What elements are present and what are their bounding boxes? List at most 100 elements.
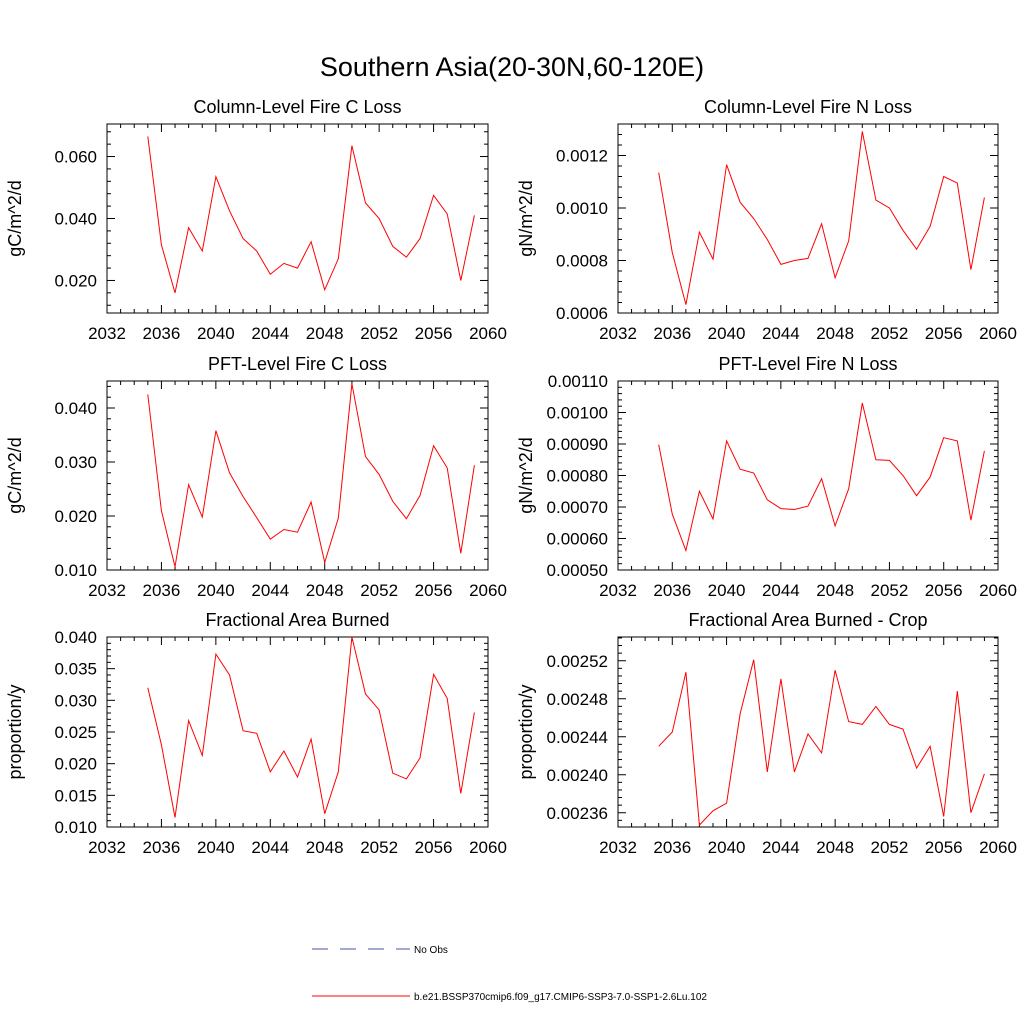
y-axis-label: gC/m^2/d bbox=[5, 180, 25, 256]
plot-frame bbox=[106, 123, 489, 314]
x-tick-label: 2048 bbox=[306, 324, 344, 343]
x-tick-label: 2052 bbox=[871, 838, 909, 857]
panel-pft-level-fire-c-loss: PFT-Level Fire C Loss gC/m^2/d 2032 2036 204… bbox=[5, 354, 507, 600]
x-tick-label: 2044 bbox=[762, 324, 800, 343]
panel-column-level-fire-n-loss: Column-Level Fire N Loss gN/m^2/d 2032 2036… bbox=[516, 97, 1017, 343]
y-tick-label: 0.00236 bbox=[547, 804, 608, 823]
plot-frame bbox=[617, 380, 999, 571]
x-tick-label: 2044 bbox=[251, 838, 289, 857]
series-line-model-run bbox=[147, 636, 475, 818]
x-tick-label: 2044 bbox=[251, 581, 289, 600]
x-tick-label: 2040 bbox=[708, 838, 746, 857]
panel-fractional-area-burned-crop: Fractional Area Burned - Crop proportion/… bbox=[516, 610, 1017, 857]
x-tick-label: 2032 bbox=[88, 324, 126, 343]
y-axis-label: gN/m^2/d bbox=[516, 180, 536, 256]
y-tick-label: 0.040 bbox=[54, 399, 97, 418]
x-tick-label: 2044 bbox=[251, 324, 289, 343]
y-tick-label: 0.00240 bbox=[547, 766, 608, 785]
y-tick-label: 0.030 bbox=[54, 691, 97, 710]
y-tick-label: 0.015 bbox=[54, 786, 97, 805]
x-tick-label: 2056 bbox=[925, 324, 963, 343]
y-tick-label: 0.0012 bbox=[556, 147, 608, 166]
legend-label-model-run: b.e21.BSSP370cmip6.f09_g17.CMIP6-SSP3-7.… bbox=[414, 992, 707, 1003]
y-tick-label: 0.020 bbox=[54, 755, 97, 774]
legend-item-model-run: b.e21.BSSP370cmip6.f09_g17.CMIP6-SSP3-7.… bbox=[312, 992, 707, 1003]
x-tick-label: 2040 bbox=[197, 324, 235, 343]
x-tick-label: 2056 bbox=[925, 581, 963, 600]
x-tick-label: 2056 bbox=[415, 324, 453, 343]
y-axis-label: gC/m^2/d bbox=[5, 437, 25, 513]
x-tick-label: 2036 bbox=[653, 581, 691, 600]
x-tick-label: 2040 bbox=[197, 838, 235, 857]
y-tick-label: 0.040 bbox=[54, 628, 97, 647]
y-axis-label: gN/m^2/d bbox=[516, 437, 536, 513]
y-tick-label: 0.0006 bbox=[556, 304, 608, 323]
y-tick-label: 0.00248 bbox=[547, 690, 608, 709]
x-tick-label: 2052 bbox=[871, 324, 909, 343]
series-line-model-run bbox=[658, 131, 985, 305]
y-tick-label: 0.00100 bbox=[547, 404, 608, 423]
x-tick-label: 2032 bbox=[599, 324, 637, 343]
y-tick-label: 0.060 bbox=[54, 148, 97, 167]
plot-frame bbox=[617, 123, 999, 314]
x-tick-label: 2060 bbox=[469, 838, 507, 857]
y-tick-label: 0.020 bbox=[54, 271, 97, 290]
panel-fractional-area-burned: Fractional Area Burned proportion/y 2032 20… bbox=[5, 610, 507, 857]
plot-frame bbox=[617, 636, 999, 828]
y-tick-label: 0.00252 bbox=[547, 652, 608, 671]
y-axis-label: proportion/y bbox=[5, 684, 25, 779]
x-tick-label: 2040 bbox=[708, 324, 746, 343]
y-axis-label: proportion/y bbox=[516, 684, 536, 779]
y-tick-label: 0.0010 bbox=[556, 199, 608, 218]
x-tick-label: 2040 bbox=[708, 581, 746, 600]
x-tick-label: 2032 bbox=[88, 581, 126, 600]
y-tick-label: 0.00070 bbox=[547, 498, 608, 517]
legend-label-no-obs: No Obs bbox=[414, 945, 448, 956]
panel-title: Fractional Area Burned - Crop bbox=[688, 610, 927, 630]
y-tick-label: 0.010 bbox=[54, 818, 97, 837]
series-line-model-run bbox=[147, 136, 475, 294]
y-tick-label: 0.020 bbox=[54, 507, 97, 526]
x-tick-label: 2032 bbox=[88, 838, 126, 857]
x-tick-label: 2060 bbox=[469, 581, 507, 600]
legend-item-no-obs: No Obs bbox=[312, 945, 448, 956]
x-tick-label: 2052 bbox=[871, 581, 909, 600]
x-tick-label: 2060 bbox=[979, 324, 1017, 343]
y-tick-label: 0.0008 bbox=[556, 252, 608, 271]
x-tick-label: 2044 bbox=[762, 581, 800, 600]
x-tick-label: 2036 bbox=[653, 838, 691, 857]
figure-title: Southern Asia(20-30N,60-120E) bbox=[320, 52, 704, 82]
panel-title: Fractional Area Burned bbox=[205, 610, 389, 630]
x-tick-label: 2052 bbox=[360, 324, 398, 343]
x-tick-label: 2052 bbox=[360, 838, 398, 857]
series-line-model-run bbox=[658, 402, 985, 553]
x-tick-label: 2048 bbox=[816, 324, 854, 343]
panel-title: Column-Level Fire N Loss bbox=[704, 97, 912, 117]
legend: No Obs b.e21.BSSP370cmip6.f09_g17.CMIP6-… bbox=[312, 945, 707, 1003]
x-tick-label: 2032 bbox=[599, 581, 637, 600]
y-tick-label: 0.040 bbox=[54, 210, 97, 229]
x-tick-label: 2036 bbox=[143, 324, 181, 343]
y-tick-label: 0.00244 bbox=[547, 728, 608, 747]
x-tick-label: 2036 bbox=[143, 581, 181, 600]
y-tick-label: 0.00110 bbox=[548, 372, 608, 391]
y-tick-label: 0.035 bbox=[54, 660, 97, 679]
x-tick-label: 2060 bbox=[469, 324, 507, 343]
x-tick-label: 2048 bbox=[816, 838, 854, 857]
x-tick-label: 2056 bbox=[925, 838, 963, 857]
x-tick-label: 2056 bbox=[415, 581, 453, 600]
x-tick-label: 2040 bbox=[197, 581, 235, 600]
y-tick-label: 0.010 bbox=[54, 561, 97, 580]
x-tick-label: 2036 bbox=[143, 838, 181, 857]
y-tick-label: 0.00050 bbox=[547, 561, 608, 580]
panel-column-level-fire-c-loss: Column-Level Fire C Loss gC/m^2/d 2032 2036… bbox=[5, 97, 507, 343]
x-tick-label: 2048 bbox=[306, 838, 344, 857]
chart-panels: Column-Level Fire C Loss gC/m^2/d 2032 2036… bbox=[5, 97, 1017, 857]
x-tick-label: 2036 bbox=[653, 324, 691, 343]
x-tick-label: 2060 bbox=[979, 838, 1017, 857]
x-tick-label: 2056 bbox=[415, 838, 453, 857]
panel-title: PFT-Level Fire C Loss bbox=[208, 354, 387, 374]
y-tick-label: 0.00060 bbox=[547, 530, 608, 549]
y-tick-label: 0.00080 bbox=[547, 467, 608, 486]
y-tick-label: 0.030 bbox=[54, 453, 97, 472]
